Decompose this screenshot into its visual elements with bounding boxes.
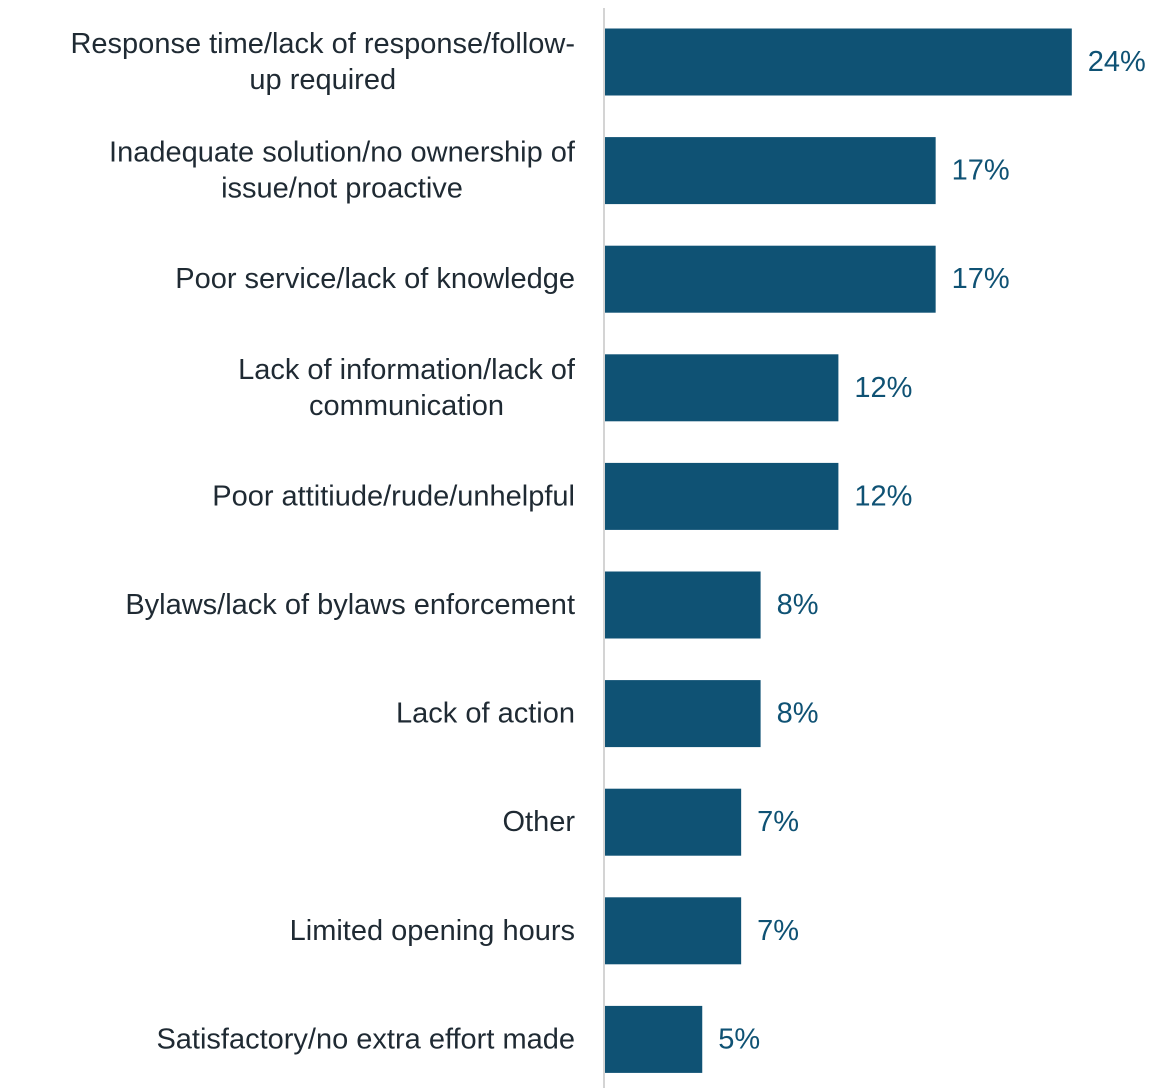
bar [605,680,761,748]
bar [605,137,936,205]
bars-group: 24% Response time/lack of response/follow… [70,28,1146,1073]
data-label: 17% [952,263,1010,295]
data-label: 8% [777,589,819,621]
category-label: up required [249,64,396,96]
data-label: 12% [854,480,912,512]
category-label: Satisfactory/no extra effort made [156,1023,575,1055]
bar [605,354,839,422]
category-label: communication [309,390,504,422]
category-label: Poor service/lack of knowledge [175,263,575,295]
bar [605,1005,703,1073]
data-label: 8% [777,698,819,730]
data-label: 12% [854,372,912,404]
data-label: 5% [718,1023,760,1055]
bar [605,28,1072,96]
category-label: Other [502,806,575,838]
data-label: 17% [952,155,1010,187]
data-label: 7% [757,806,799,838]
category-label: Lack of action [396,698,575,730]
data-label: 24% [1088,46,1146,78]
data-label: 7% [757,915,799,947]
bar [605,245,936,313]
bar [605,897,742,965]
category-label: Inadequate solution/no ownership of [109,137,576,169]
bar [605,571,761,639]
category-label: Bylaws/lack of bylaws enforcement [125,589,575,621]
category-label: Lack of information/lack of [238,354,576,386]
category-label: Limited opening hours [290,915,575,947]
bar [605,462,839,530]
category-label: Poor attitiude/rude/unhelpful [212,480,575,512]
category-label: issue/not proactive [221,173,463,205]
bar [605,788,742,856]
category-label: Response time/lack of response/follow- [70,28,575,60]
